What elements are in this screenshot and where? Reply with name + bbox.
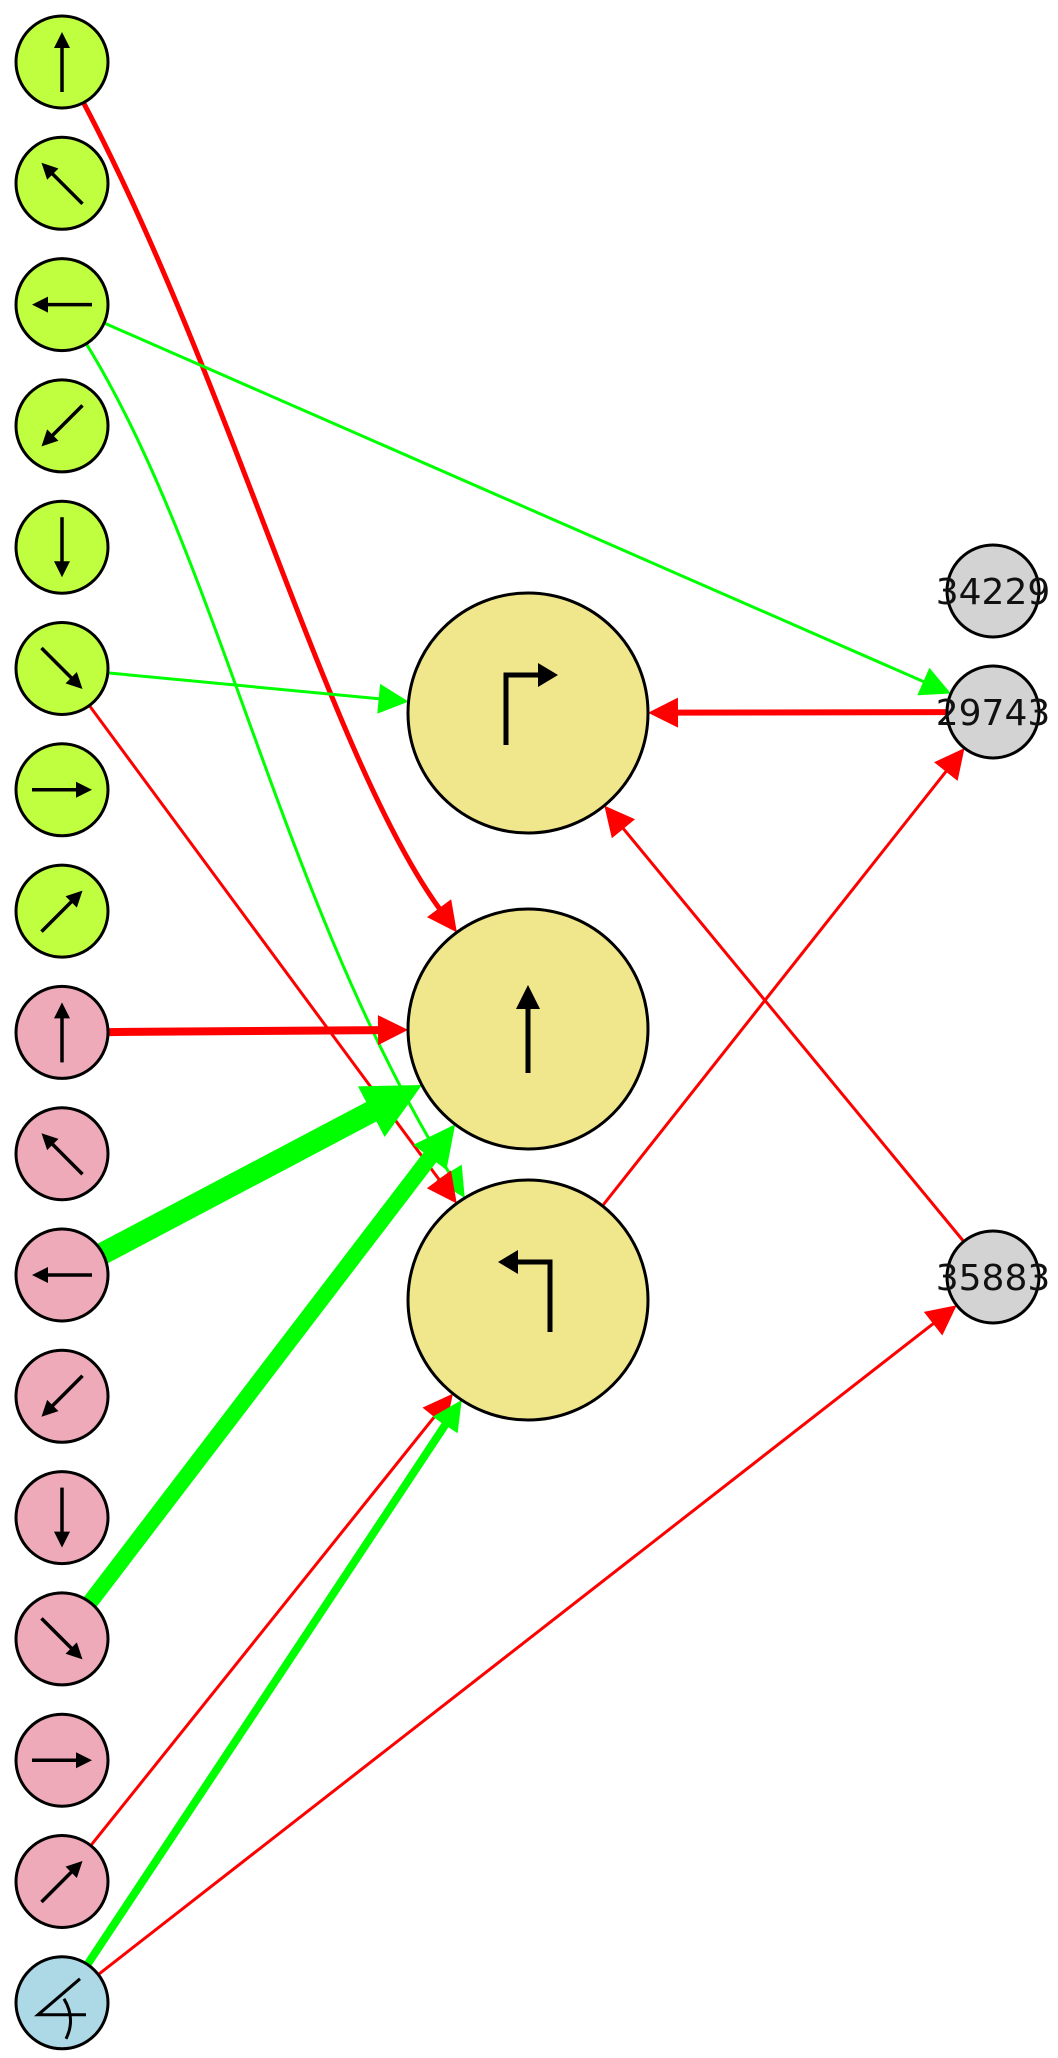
edge-g-up-to-o-forward	[81, 101, 457, 933]
input-node-g-upleft	[14, 135, 110, 231]
arrow-up-icon	[54, 32, 70, 92]
arrow-up-left-icon	[41, 1133, 84, 1176]
input-node-g-left	[14, 257, 110, 353]
input-node-g-upright	[14, 863, 110, 959]
arrow-down-icon	[54, 517, 70, 578]
input-node-p-upright	[14, 1834, 110, 1929]
edge-g-downright-to-o-turn-right	[107, 671, 409, 714]
arrow-down-right-icon	[40, 1617, 83, 1660]
edge-h-29743-to-o-turn-right	[647, 697, 948, 728]
forward-arrow-icon	[516, 985, 540, 1073]
input-node-p-left	[14, 1227, 110, 1323]
input-node-g-downright	[14, 621, 110, 716]
angle-icon	[33, 1977, 86, 2040]
hidden-node-label: 29743	[936, 693, 1051, 734]
input-node-b-angle	[14, 1955, 110, 2051]
arrow-up-left-icon	[41, 162, 84, 206]
edge-b-angle-to-o-turn-left	[84, 1400, 462, 1967]
edge-p-left-to-o-forward	[97, 1085, 422, 1264]
input-node-p-up	[14, 984, 110, 1080]
hidden-node-h-29743: 29743	[936, 664, 1051, 760]
arrow-up-icon	[54, 1002, 70, 1063]
input-node-p-upleft	[14, 1106, 110, 1202]
nodes-layer: 34229 29743 35883	[14, 14, 1051, 2051]
input-node-p-down	[14, 1470, 110, 1566]
arrow-up-right-icon	[40, 890, 83, 933]
edge-p-downright-to-o-forward	[83, 1124, 456, 1608]
edge-p-upright-to-o-turn-left	[89, 1393, 453, 1847]
input-node-g-down	[14, 499, 110, 595]
input-node-g-up	[14, 14, 110, 110]
edge-g-left-to-h-29743	[103, 321, 951, 696]
edge-o-turn-left-to-h-29743	[601, 748, 965, 1207]
hidden-node-label: 34229	[936, 572, 1051, 613]
input-node-g-right	[14, 742, 110, 838]
arrow-up-right-icon	[40, 1860, 83, 1904]
hidden-node-h-35883: 35883	[936, 1229, 1051, 1325]
input-node-g-downleft	[14, 378, 110, 474]
turn-right-icon	[503, 663, 558, 745]
input-node-p-downleft	[14, 1348, 110, 1444]
output-node-o-turn-left	[406, 1178, 650, 1422]
arrow-right-icon	[32, 781, 92, 798]
hidden-node-label: 35883	[936, 1258, 1051, 1299]
output-node-o-turn-right	[406, 591, 650, 835]
edges-layer	[81, 101, 965, 1976]
input-node-p-right	[14, 1712, 110, 1808]
input-node-p-downright	[14, 1591, 110, 1687]
edge-b-angle-to-h-35883	[97, 1305, 957, 1976]
arrow-down-left-icon	[41, 1374, 84, 1417]
arrow-right-icon	[32, 1752, 92, 1769]
arrow-left-icon	[32, 296, 92, 313]
edge-g-left-to-o-turn-left	[84, 342, 465, 1199]
output-node-o-forward	[406, 907, 650, 1151]
hidden-node-h-34229: 34229	[936, 543, 1051, 639]
arrow-down-left-icon	[41, 404, 84, 447]
edge-h-35883-to-o-turn-right	[604, 805, 965, 1243]
arrow-down-right-icon	[40, 646, 83, 690]
edge-g-downright-to-o-turn-left	[88, 704, 457, 1204]
edge-p-up-to-o-forward	[107, 1015, 409, 1046]
arrow-down-icon	[54, 1487, 70, 1548]
turn-left-icon	[498, 1250, 553, 1332]
arrow-left-icon	[32, 1267, 92, 1283]
